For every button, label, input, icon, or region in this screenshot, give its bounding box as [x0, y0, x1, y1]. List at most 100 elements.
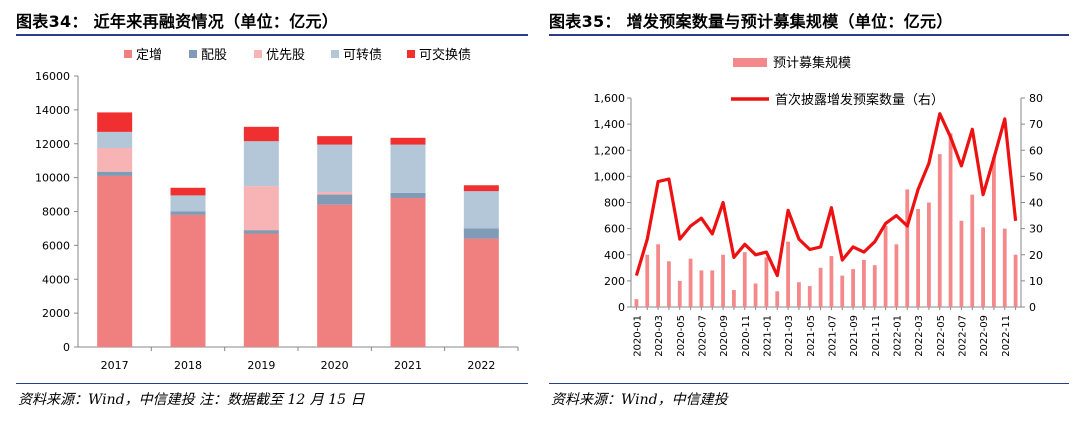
x-tick-label: 2020	[321, 359, 349, 372]
bar-segment-2022-可交换债	[463, 185, 499, 192]
left-y-tick-label: 1,200	[594, 144, 626, 157]
y-tick-label: 8000	[42, 206, 70, 219]
title-rule	[549, 34, 1069, 36]
x-tick-label: 2017	[101, 359, 129, 372]
bar-2022-04	[927, 202, 931, 307]
bar-segment-2019-配股	[243, 230, 279, 234]
bar-segment-2017-定增	[97, 175, 133, 347]
bar-2021-08	[840, 275, 845, 307]
y-tick-label: 10000	[35, 172, 70, 185]
figure-34-source-note: 资料来源：Wind，中信建投 注：数据截至 12 月 15 日	[18, 392, 365, 408]
x-tick-label: 2022-09	[979, 315, 990, 357]
legend-label: 定增	[136, 48, 162, 63]
bar-segment-2022-可转债	[463, 191, 499, 229]
bar-segment-2019-可转债	[243, 141, 279, 187]
bar-segment-2018-可转债	[170, 195, 206, 212]
left-y-tick-label: 600	[604, 223, 625, 236]
bar-2021-04	[797, 282, 801, 307]
bar-segment-2020-配股	[317, 194, 353, 205]
x-tick-label: 2022-03	[914, 315, 925, 357]
x-tick-label: 2022-07	[957, 315, 968, 357]
bar-segment-2022-配股	[463, 228, 499, 239]
bar-2021-07	[829, 256, 834, 307]
left-y-tick-label: 1,000	[594, 170, 626, 183]
bar-segment-2021-配股	[390, 192, 426, 198]
y-tick-label: 12000	[35, 138, 70, 151]
bar-2020-10	[732, 290, 736, 307]
figure-35-source-note: 资料来源：Wind，中信建投	[551, 392, 728, 408]
bar-segment-2021-定增	[390, 197, 426, 347]
bar-segment-2019-可交换债	[243, 126, 279, 142]
legend-swatch-可转债	[331, 50, 339, 58]
bar-segment-2020-定增	[317, 204, 353, 347]
x-tick-label: 2020-09	[719, 315, 730, 357]
x-tick-label: 2022-05	[936, 315, 947, 357]
bar-segment-2021-可交换债	[390, 137, 426, 145]
x-tick-label: 2022-01	[892, 315, 903, 357]
x-tick-label: 2021-05	[806, 315, 817, 357]
bar-segment-2017-配股	[97, 171, 133, 176]
bar-segment-2019-优先股	[243, 186, 279, 231]
left-y-tick-label: 200	[604, 275, 625, 288]
bar-2022-11	[1002, 228, 1007, 307]
left-y-tick-label: 400	[604, 249, 625, 262]
right-y-tick-label: 60	[1029, 144, 1043, 157]
bar-2021-02	[775, 291, 780, 307]
legend-swatch-bar	[733, 58, 767, 67]
issuance-plan-bar-line-chart: 0 200 400 600 800 1,000 1,200 1,400 1,600 0 10 20 30…	[594, 55, 1044, 357]
bar-2020-05	[677, 280, 682, 307]
x-tick-label: 2020-07	[697, 315, 708, 357]
right-y-tick-label: 70	[1029, 118, 1043, 131]
legend-label: 可转债	[343, 48, 382, 63]
left-y-tick-label: 800	[604, 197, 625, 210]
x-tick-label: 2021	[394, 359, 422, 372]
x-tick-label: 2020-01	[632, 315, 643, 357]
source-rule	[549, 383, 1069, 384]
bar-2020-03	[656, 244, 660, 307]
bar-2022-03	[916, 209, 920, 307]
right-y-tick-label: 10	[1029, 275, 1043, 288]
bar-2021-10	[862, 259, 866, 307]
y-tick-label: 16000	[35, 70, 70, 83]
right-y-tick-label: 20	[1029, 249, 1043, 262]
right-figure-panel: 图表35： 增发预案数量与预计募集规模（单位：亿元） 0 200 400 600 800…	[545, 0, 1080, 421]
right-y-tick-label: 50	[1029, 170, 1043, 183]
right-y-tick-label: 0	[1029, 301, 1036, 314]
bar-2022-10	[992, 156, 996, 307]
source-rule	[16, 383, 528, 384]
legend-swatch-配股	[189, 50, 197, 58]
x-tick-label: 2018	[174, 359, 202, 372]
bar-2022-06	[948, 133, 953, 307]
bar-segment-2018-定增	[170, 214, 206, 347]
bar-2020-11	[742, 252, 747, 307]
x-tick-label: 2021-07	[827, 315, 838, 357]
bar-segment-2017-可交换债	[97, 112, 133, 132]
legend-label: 优先股	[266, 48, 305, 63]
bar-segment-2020-优先股	[317, 192, 353, 195]
figure-34-title: 图表34： 近年来再融资情况（单位：亿元）	[16, 12, 339, 31]
bar-2021-01	[764, 257, 769, 307]
right-y-tick-label: 80	[1029, 92, 1043, 105]
right-y-tick-label: 40	[1029, 197, 1043, 210]
x-tick-label: 2020-03	[654, 315, 665, 357]
x-tick-label: 2022	[467, 359, 495, 372]
bar-2021-09	[851, 269, 855, 307]
y-tick-label: 14000	[35, 104, 70, 117]
bar-segment-2021-可转债	[390, 144, 426, 193]
left-figure-panel: 图表34： 近年来再融资情况（单位：亿元） 0 2000 4000 6000 8000 1…	[16, 12, 528, 408]
x-tick-label: 2020-05	[676, 315, 687, 357]
bar-2022-07	[959, 220, 964, 307]
bar-segment-2019-定增	[243, 233, 279, 347]
bar-2020-08	[710, 270, 715, 307]
bar-2020-01	[634, 299, 639, 307]
bar-2022-12	[1013, 254, 1018, 307]
bar-2022-08	[970, 194, 975, 307]
left-y-tick-label: 1,600	[594, 92, 626, 105]
x-tick-label: 2022-11	[1001, 315, 1012, 357]
bar-2022-05	[937, 154, 942, 307]
bar-segment-2018-可交换债	[170, 187, 206, 196]
y-tick-label: 0	[63, 341, 70, 354]
x-tick-label: 2021-01	[762, 315, 773, 357]
bar-2020-09	[721, 254, 725, 307]
x-tick-label: 2019	[247, 359, 275, 372]
